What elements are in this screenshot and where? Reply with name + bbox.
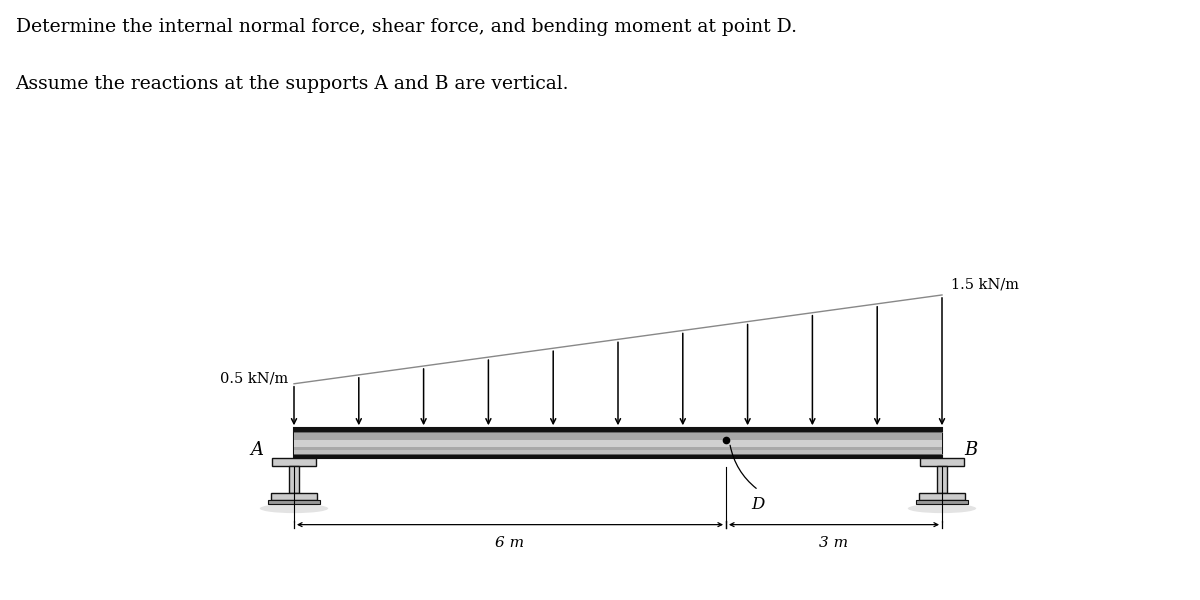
- Text: Assume the reactions at the supports A and B are vertical.: Assume the reactions at the supports A a…: [16, 75, 569, 93]
- Bar: [289, 466, 299, 493]
- Bar: [271, 493, 318, 500]
- Text: D: D: [751, 496, 766, 513]
- Ellipse shape: [259, 504, 329, 513]
- Text: Determine the internal normal force, shear force, and bending moment at point D.: Determine the internal normal force, she…: [16, 18, 797, 36]
- Bar: [294, 428, 942, 458]
- Bar: [294, 432, 942, 454]
- Bar: [268, 500, 320, 504]
- Bar: [916, 500, 968, 504]
- Text: 0.5 kN/m: 0.5 kN/m: [220, 371, 288, 385]
- Bar: [294, 440, 942, 446]
- Bar: [272, 458, 316, 466]
- Bar: [919, 493, 966, 500]
- Text: 3 m: 3 m: [820, 536, 848, 550]
- Text: A: A: [250, 441, 263, 459]
- Text: 1.5 kN/m: 1.5 kN/m: [950, 277, 1019, 292]
- Bar: [937, 466, 947, 493]
- Bar: [920, 458, 964, 466]
- Text: 6 m: 6 m: [496, 536, 524, 550]
- Text: B: B: [964, 441, 978, 459]
- Ellipse shape: [908, 504, 977, 513]
- Bar: [294, 451, 942, 454]
